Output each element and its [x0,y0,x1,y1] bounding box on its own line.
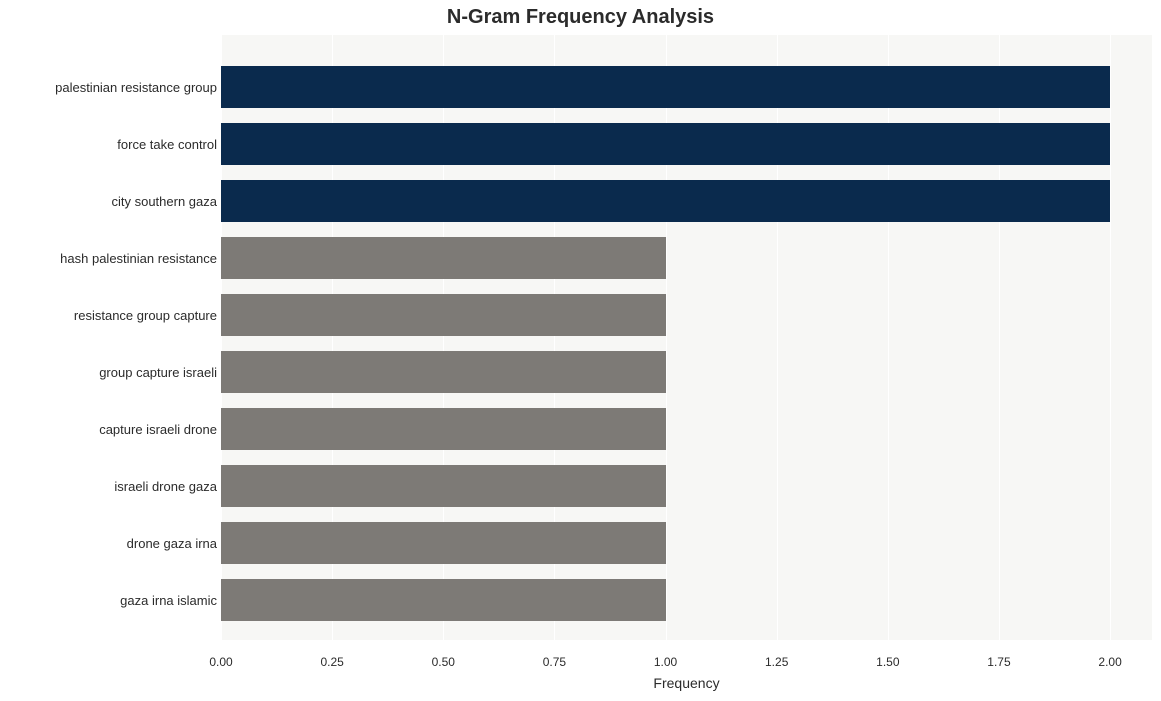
y-axis-label: group capture israeli [99,365,217,380]
x-axis-label: Frequency [653,675,719,691]
y-axis-label: palestinian resistance group [55,80,217,95]
bar [221,237,666,279]
bar [221,522,666,564]
y-axis-label: capture israeli drone [99,422,217,437]
bar [221,579,666,621]
bar [221,408,666,450]
bar [221,180,1110,222]
y-axis-label: drone gaza irna [127,536,217,551]
y-axis-label: gaza irna islamic [120,593,217,608]
y-axis-label: resistance group capture [74,308,217,323]
chart-title: N-Gram Frequency Analysis [0,6,1161,29]
x-axis-tick: 1.25 [765,655,788,669]
ngram-frequency-chart: N-Gram Frequency Analysis palestinian re… [0,0,1161,701]
x-axis-ticks: 0.000.250.500.751.001.251.501.752.00 [221,655,1152,675]
x-axis-tick: 0.50 [432,655,455,669]
plot-area [221,35,1152,640]
y-axis-label: city southern gaza [111,194,217,209]
bar [221,66,1110,108]
x-axis-tick: 1.50 [876,655,899,669]
bar [221,465,666,507]
x-axis-tick: 1.00 [654,655,677,669]
bar [221,351,666,393]
y-axis-label: force take control [117,137,217,152]
x-axis-tick: 0.75 [543,655,566,669]
x-axis-tick: 1.75 [987,655,1010,669]
x-axis-tick: 2.00 [1098,655,1121,669]
bar [221,123,1110,165]
y-axis-label: israeli drone gaza [114,479,217,494]
x-axis-tick: 0.25 [320,655,343,669]
y-axis-label: hash palestinian resistance [60,251,217,266]
grid-line [1110,35,1111,640]
x-axis-tick: 0.00 [209,655,232,669]
bar [221,294,666,336]
